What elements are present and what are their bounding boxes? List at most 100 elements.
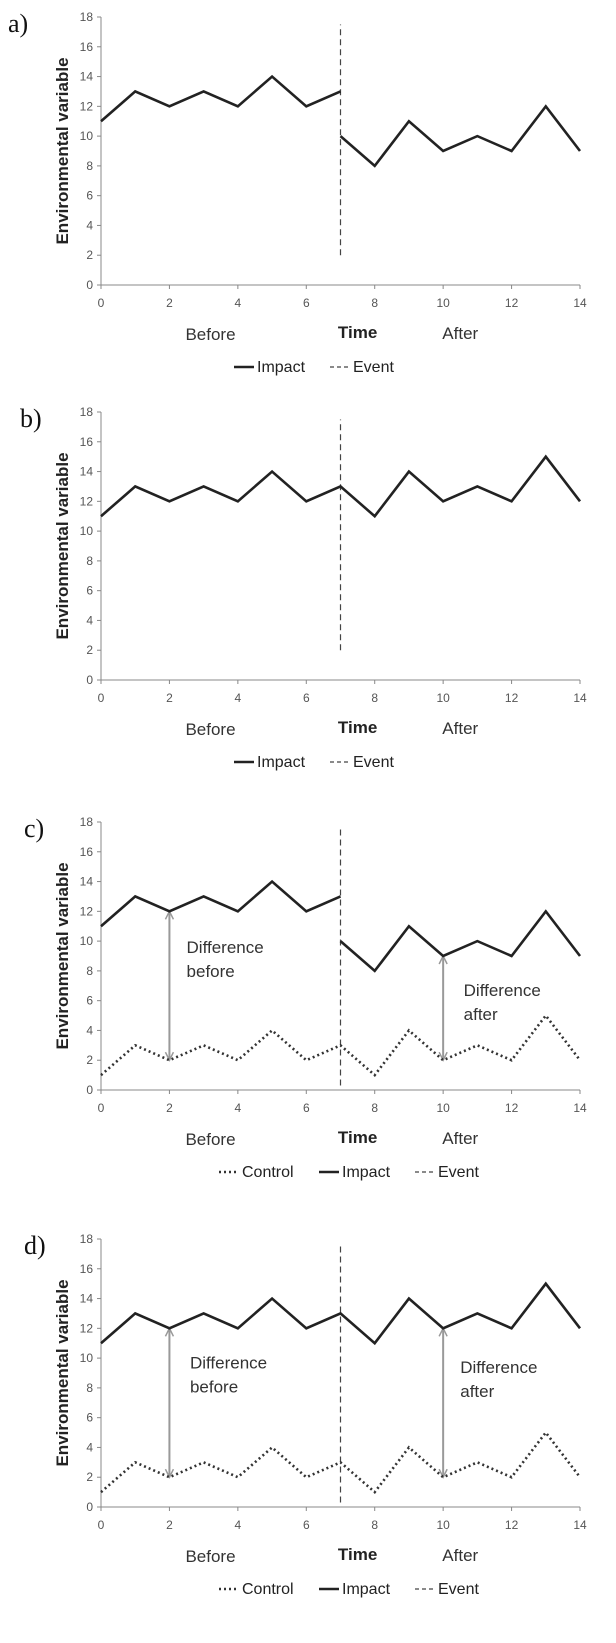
- x-tick-label: 8: [371, 1518, 378, 1532]
- impact-series-line: [339, 909, 582, 973]
- y-tick-label: 0: [86, 673, 93, 687]
- y-tick-label: 10: [80, 129, 94, 143]
- y-tick-label: 18: [80, 815, 94, 829]
- x-tick-label: 8: [371, 1101, 378, 1115]
- difference-annotation: after: [460, 1382, 494, 1401]
- chart-svg: a) 0 2 4 6 8 10 12 14 16 18 0 2 4 6 8 10 12 14 Environmenta…: [8, 9, 587, 376]
- y-tick-label: 16: [80, 435, 94, 449]
- legend-label-impact: Impact: [342, 1581, 391, 1598]
- y-tick-label: 6: [86, 189, 93, 203]
- x-tick-label: 12: [505, 691, 519, 705]
- y-tick-label: 16: [80, 1262, 94, 1276]
- y-tick-label: 0: [86, 278, 93, 292]
- x-tick-label: 12: [505, 296, 519, 310]
- chart-panel-c: c) 0 2 4 6 8 10 12 14 16 18 0 2 4 6 8 10 12 14 Environmenta…: [0, 805, 616, 1225]
- y-tick-label: 4: [86, 1440, 93, 1454]
- difference-annotation: Difference: [460, 1358, 537, 1377]
- x-tick-label: 6: [303, 1518, 310, 1532]
- y-tick-label: 14: [80, 465, 94, 479]
- y-tick-label: 12: [80, 1321, 94, 1335]
- y-tick-label: 12: [80, 99, 94, 113]
- x-tick-label: 0: [98, 691, 105, 705]
- y-tick-label: 4: [86, 218, 93, 232]
- x-tick-label: 4: [235, 691, 242, 705]
- x-tick-label: 2: [166, 1101, 173, 1115]
- y-tick-label: 0: [86, 1500, 93, 1514]
- y-tick-label: 6: [86, 584, 93, 598]
- x-tick-label: 2: [166, 691, 173, 705]
- legend-label-event: Event: [438, 1164, 479, 1181]
- y-axis-label: Environmental variable: [53, 452, 72, 639]
- difference-annotation: Difference: [190, 1354, 267, 1373]
- panel-label: a): [8, 9, 28, 38]
- y-tick-label: 4: [86, 1023, 93, 1037]
- y-tick-label: 6: [86, 994, 93, 1008]
- x-tick-label: 10: [436, 1101, 450, 1115]
- legend-label-impact: Impact: [342, 1164, 391, 1181]
- y-tick-label: 4: [86, 613, 93, 627]
- x-axis-label: Time: [338, 1545, 377, 1564]
- y-tick-label: 12: [80, 904, 94, 918]
- y-tick-label: 2: [86, 1053, 93, 1067]
- y-tick-label: 8: [86, 554, 93, 568]
- difference-annotation: after: [464, 1005, 498, 1024]
- impact-series-line: [100, 1281, 582, 1346]
- y-tick-label: 18: [80, 405, 94, 419]
- y-tick-label: 16: [80, 40, 94, 54]
- arrow-head-bottom: [164, 1468, 175, 1479]
- panel-label: b): [20, 404, 42, 433]
- x-tick-label: 14: [573, 1518, 587, 1532]
- y-tick-label: 8: [86, 1381, 93, 1395]
- legend-label-impact: Impact: [257, 754, 306, 771]
- x-tick-label: 8: [371, 691, 378, 705]
- x-tick-label: 6: [303, 691, 310, 705]
- chart-panel-b: b) 0 2 4 6 8 10 12 14 16 18 0 2 4 6 8 10 12 14 Environmenta…: [0, 395, 616, 815]
- x-axis-label: Time: [338, 1128, 377, 1147]
- x-tick-label: 6: [303, 296, 310, 310]
- chart-svg: c) 0 2 4 6 8 10 12 14 16 18 0 2 4 6 8 10 12 14 Environmenta…: [24, 814, 587, 1181]
- x-tick-label: 10: [436, 296, 450, 310]
- arrow-head-bottom: [438, 1468, 448, 1479]
- y-axis-label: Environmental variable: [53, 57, 72, 244]
- y-tick-label: 6: [86, 1411, 93, 1425]
- y-tick-label: 14: [80, 875, 94, 889]
- period-label-after: After: [442, 1546, 478, 1565]
- chart-svg: b) 0 2 4 6 8 10 12 14 16 18 0 2 4 6 8 10 12 14 Environmenta…: [20, 404, 587, 771]
- y-axis-label: Environmental variable: [53, 862, 72, 1049]
- x-tick-label: 0: [98, 1101, 105, 1115]
- y-tick-label: 12: [80, 494, 94, 508]
- panel-label: d): [24, 1231, 46, 1260]
- legend-label-event: Event: [353, 359, 394, 376]
- y-tick-label: 8: [86, 964, 93, 978]
- y-tick-label: 2: [86, 248, 93, 262]
- y-tick-label: 18: [80, 10, 94, 24]
- legend-label-control: Control: [242, 1581, 294, 1598]
- difference-annotation: Difference: [187, 938, 264, 957]
- y-tick-label: 16: [80, 845, 94, 859]
- x-tick-label: 2: [166, 1518, 173, 1532]
- y-tick-label: 2: [86, 1470, 93, 1484]
- period-label-after: After: [442, 324, 478, 343]
- period-label-before: Before: [185, 325, 235, 344]
- x-tick-label: 6: [303, 1101, 310, 1115]
- x-tick-label: 10: [436, 691, 450, 705]
- x-tick-label: 14: [573, 296, 587, 310]
- impact-series-line: [100, 879, 342, 928]
- x-tick-label: 10: [436, 1518, 450, 1532]
- y-tick-label: 10: [80, 524, 94, 538]
- y-tick-label: 0: [86, 1083, 93, 1097]
- period-label-before: Before: [185, 1130, 235, 1149]
- impact-series-line: [339, 104, 582, 168]
- x-tick-label: 12: [505, 1101, 519, 1115]
- x-tick-label: 4: [235, 1101, 242, 1115]
- y-tick-label: 2: [86, 643, 93, 657]
- arrow-head-bottom: [438, 1051, 448, 1062]
- period-label-after: After: [442, 719, 478, 738]
- impact-series-line: [100, 454, 582, 519]
- y-axis-label: Environmental variable: [53, 1279, 72, 1466]
- legend-label-event: Event: [438, 1581, 479, 1598]
- y-tick-label: 8: [86, 159, 93, 173]
- x-tick-label: 4: [235, 1518, 242, 1532]
- x-tick-label: 14: [573, 1101, 587, 1115]
- arrow-head-bottom: [164, 1051, 175, 1062]
